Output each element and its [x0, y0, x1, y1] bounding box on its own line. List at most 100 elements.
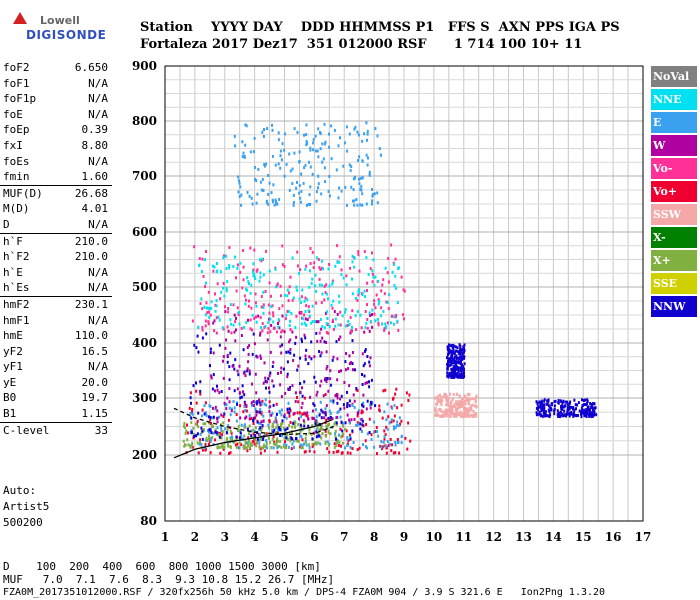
- echo-point: [297, 364, 300, 368]
- echo-point: [451, 398, 454, 402]
- echo-point: [377, 298, 380, 302]
- echo-point: [236, 369, 239, 373]
- echo-point: [334, 324, 337, 328]
- echo-point: [327, 389, 330, 393]
- echo-point: [540, 401, 543, 405]
- echo-point: [191, 441, 194, 445]
- echo-point: [391, 443, 394, 447]
- echo-point: [386, 321, 389, 325]
- echo-point: [547, 400, 550, 404]
- echo-point: [447, 359, 450, 363]
- echo-point: [260, 295, 263, 298]
- echo-point: [295, 437, 297, 440]
- echo-point: [308, 431, 311, 435]
- echo-point: [259, 331, 262, 335]
- echo-point: [226, 443, 229, 447]
- echo-point: [398, 451, 401, 455]
- param-row: yF1 N/A: [0, 359, 112, 375]
- echo-point: [246, 441, 249, 445]
- echo-point: [287, 401, 290, 405]
- echo-point: [452, 348, 455, 352]
- echo-point: [336, 411, 339, 414]
- echo-point: [289, 439, 292, 443]
- echo-point: [237, 175, 240, 179]
- echo-point: [328, 325, 331, 328]
- echo-point: [452, 370, 455, 374]
- echo-point: [262, 437, 265, 441]
- echo-point: [342, 164, 345, 168]
- echo-point: [338, 294, 340, 298]
- echo-point: [190, 431, 193, 435]
- echo-point: [312, 138, 315, 141]
- echo-point: [248, 417, 251, 421]
- echo-point: [382, 278, 385, 282]
- echo-point: [238, 436, 241, 440]
- echo-point: [315, 408, 317, 412]
- echo-point: [390, 449, 393, 453]
- echo-point: [265, 386, 267, 390]
- echo-point: [262, 311, 265, 315]
- echo-point: [263, 128, 265, 131]
- echo-point: [337, 196, 340, 200]
- echo-point: [246, 367, 249, 371]
- echo-point: [328, 145, 331, 149]
- echo-point: [454, 345, 457, 349]
- echo-point: [291, 442, 294, 446]
- echo-point: [277, 322, 279, 325]
- echo-point: [275, 402, 278, 406]
- echo-point: [463, 395, 466, 399]
- echo-point: [354, 296, 357, 300]
- echo-point: [279, 433, 281, 437]
- param-name: foF1p: [3, 92, 37, 106]
- echo-point: [457, 360, 460, 364]
- echo-point: [437, 408, 440, 412]
- echo-point: [448, 351, 451, 355]
- echo-point: [304, 310, 307, 313]
- echo-point: [262, 290, 265, 294]
- echo-point: [392, 427, 395, 431]
- echo-point: [361, 139, 364, 143]
- echo-point: [390, 243, 393, 247]
- echo-point: [553, 404, 556, 408]
- echo-point: [357, 159, 360, 162]
- echo-point: [221, 433, 224, 437]
- param-name: foEp: [3, 123, 30, 137]
- echo-point: [336, 244, 339, 248]
- echo-point: [308, 449, 311, 453]
- echo-point: [225, 431, 228, 435]
- echo-point: [457, 350, 459, 354]
- echo-point: [291, 425, 294, 429]
- param-row: hmF1 N/A: [0, 313, 112, 329]
- echo-point: [588, 414, 591, 418]
- echo-point: [265, 432, 268, 436]
- echo-point: [305, 304, 308, 308]
- echo-point: [259, 258, 261, 262]
- echo-point: [239, 404, 242, 408]
- echo-point: [248, 440, 251, 444]
- footer-file-info: FZA0M_2017351012000.RSF / 320fx256h 50 k…: [3, 587, 606, 598]
- echo-point: [281, 419, 284, 423]
- echo-point: [316, 339, 319, 343]
- echo-point: [344, 308, 347, 311]
- echo-point: [346, 149, 349, 153]
- echo-point: [346, 437, 349, 441]
- echo-point: [281, 304, 284, 308]
- echo-point: [365, 153, 368, 157]
- echo-point: [204, 324, 207, 328]
- echo-point: [378, 404, 381, 408]
- echo-point: [467, 392, 470, 396]
- echo-point: [281, 329, 284, 333]
- echo-point: [436, 402, 439, 406]
- echo-point: [191, 408, 194, 411]
- echo-point: [265, 440, 268, 444]
- echo-point: [325, 380, 328, 383]
- echo-point: [255, 354, 258, 358]
- echo-point: [201, 429, 204, 433]
- echo-point: [253, 136, 256, 140]
- echo-point: [197, 350, 200, 354]
- echo-point: [192, 384, 195, 388]
- echo-point: [283, 330, 286, 334]
- echo-point: [355, 387, 358, 390]
- echo-point: [572, 407, 574, 411]
- y-tick-label: 800: [132, 114, 157, 128]
